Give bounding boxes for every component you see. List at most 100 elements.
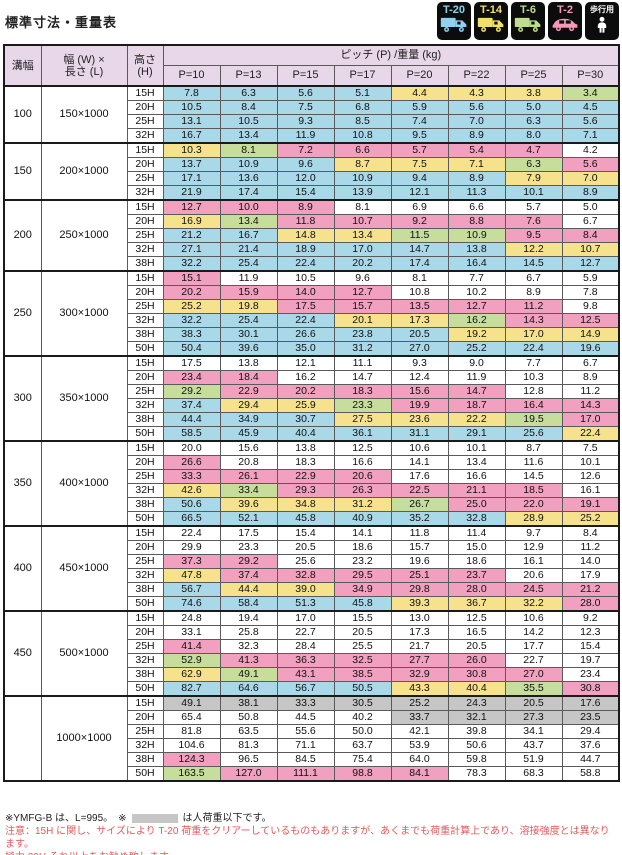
height-label-cell: 20H — [126, 285, 164, 300]
height-label-cell: 20H — [126, 455, 164, 470]
table-row: 350 400×1000 15H 20.0 15.6 13.8 12.5 10.6 10.1 8.… — [3, 440, 620, 527]
table-row: 25H 29.2 22.9 20.2 18.3 15.6 14.7 12.8 11.2 — [4, 384, 620, 399]
pitch-col-header: P=10 — [162, 64, 221, 87]
height-label-cell: 25H — [126, 639, 164, 654]
weight-cell: 27.3 — [504, 710, 563, 725]
weight-cell: 27.7 — [390, 653, 449, 668]
weight-cell: 44.7 — [561, 752, 620, 767]
table-row: 25H 25.2 19.8 17.5 15.7 13.5 12.7 11.2 9.8 — [4, 299, 620, 314]
table-row: 20H 20.2 15.9 14.0 12.7 10.8 10.2 8.9 7.8 — [4, 285, 620, 300]
pitch-col-header: P=22 — [447, 64, 506, 87]
weight-cell: 29.5 — [333, 568, 392, 583]
weight-cell: 10.7 — [333, 214, 392, 229]
height-label-cell: 32H — [126, 313, 164, 328]
weight-cell: 19.5 — [504, 412, 563, 427]
weight-cell: 33.3 — [276, 695, 335, 711]
weight-cell: 17.9 — [561, 568, 620, 583]
weight-cell: 9.7 — [504, 525, 563, 541]
weight-cell: 111.1 — [276, 766, 335, 782]
weight-cell: 19.6 — [390, 554, 449, 569]
weight-cell: 17.0 — [276, 610, 335, 626]
height-label-cell: 25H — [126, 724, 164, 739]
weight-cell: 66.5 — [162, 511, 221, 527]
weight-cell: 30.8 — [447, 667, 506, 682]
groove-width-cell: 250 — [3, 270, 42, 357]
weight-cell: 26.0 — [447, 653, 506, 668]
weight-cell: 32.8 — [276, 568, 335, 583]
weight-cell: 8.1 — [390, 270, 449, 286]
weight-cell: 6.9 — [390, 199, 449, 215]
table-row: 1000×1000 15H 49.1 38.1 33.3 30.5 25.2 24.3 20.5… — [3, 695, 620, 782]
height-label-cell: 50H — [126, 511, 164, 527]
weight-cell: 43.3 — [390, 681, 449, 697]
weight-cell: 9.2 — [561, 610, 620, 626]
weight-cell: 16.5 — [447, 625, 506, 640]
header-row-1: 溝幅 幅 (W) × 長さ (L) 高さ (H) ピッチ (P) /重量 (kg… — [3, 44, 620, 87]
weight-cell: 15.4 — [276, 525, 335, 541]
gray-legend-swatch — [131, 813, 178, 823]
weight-cell: 15.4 — [561, 639, 620, 654]
weight-cell: 37.4 — [162, 398, 221, 413]
weight-cell: 19.2 — [447, 327, 506, 342]
weight-cell: 10.5 — [219, 114, 278, 129]
weight-cell: 20.5 — [333, 625, 392, 640]
weight-cell: 65.4 — [162, 710, 221, 725]
weight-cell: 10.1 — [561, 455, 620, 470]
weight-cell: 10.8 — [390, 285, 449, 300]
height-label-cell: 32H — [126, 568, 164, 583]
weight-cell: 9.3 — [390, 355, 449, 371]
weight-cell: 15.4 — [276, 185, 335, 201]
weight-cell: 81.8 — [162, 724, 221, 739]
weight-cell: 40.4 — [276, 426, 335, 442]
weight-cell: 8.4 — [219, 100, 278, 115]
weight-cell: 63.5 — [219, 724, 278, 739]
table-row: 20H 16.9 13.4 11.8 10.7 9.2 8.8 7.6 6.7 — [4, 214, 620, 229]
weight-cell: 30.7 — [276, 412, 335, 427]
load-icon-t20: T-20 — [437, 2, 471, 40]
weight-cell: 20.5 — [276, 540, 335, 555]
weight-cell: 16.6 — [447, 469, 506, 484]
weight-cell: 4.2 — [561, 142, 620, 158]
weight-cell: 30.1 — [219, 327, 278, 342]
weight-cell: 16.2 — [447, 313, 506, 328]
table-row: 32H 104.6 81.3 71.1 63.7 53.9 50.6 43.7 37.6 — [4, 738, 620, 753]
weight-cell: 9.5 — [390, 128, 449, 144]
weight-cell: 12.3 — [561, 625, 620, 640]
weight-cell: 25.6 — [276, 554, 335, 569]
weight-cell: 25.5 — [333, 639, 392, 654]
weight-cell: 27.0 — [390, 341, 449, 357]
weight-cell: 5.7 — [504, 199, 563, 215]
height-label-cell: 25H — [126, 228, 164, 243]
note-text-prefix: ※YMFG-B は、L=995。 ※ — [5, 813, 127, 824]
weight-cell: 16.1 — [504, 554, 563, 569]
height-label-cell: 50H — [126, 681, 164, 697]
pitch-col-header: P=17 — [333, 64, 392, 87]
height-label-cell: 32H — [126, 242, 164, 257]
weight-cell: 22.4 — [276, 313, 335, 328]
height-label-cell: 25H — [126, 114, 164, 129]
weight-cell: 37.4 — [219, 568, 278, 583]
weight-cell: 13.4 — [219, 214, 278, 229]
weight-cell: 14.3 — [504, 313, 563, 328]
weight-cell: 29.4 — [219, 398, 278, 413]
weight-cell: 29.3 — [276, 483, 335, 498]
weight-cell: 23.4 — [561, 667, 620, 682]
weight-cell: 21.4 — [219, 242, 278, 257]
weight-cell: 7.6 — [504, 214, 563, 229]
height-label-cell: 38H — [126, 497, 164, 512]
weight-cell: 17.3 — [390, 625, 449, 640]
weight-cell: 10.1 — [504, 185, 563, 201]
weight-cell: 44.5 — [276, 710, 335, 725]
weight-cell: 7.5 — [561, 440, 620, 456]
weight-cell: 49.1 — [219, 667, 278, 682]
height-label-cell: 20H — [126, 100, 164, 115]
weight-cell: 12.7 — [447, 299, 506, 314]
weight-cell: 64.0 — [390, 752, 449, 767]
pitch-col-header: P=20 — [390, 64, 449, 87]
weight-cell: 38.1 — [219, 695, 278, 711]
weight-cell: 12.6 — [561, 469, 620, 484]
weight-cell: 6.3 — [504, 157, 563, 172]
weight-cell: 50.8 — [219, 710, 278, 725]
weight-cell: 19.8 — [219, 299, 278, 314]
weight-cell: 17.1 — [162, 171, 221, 186]
